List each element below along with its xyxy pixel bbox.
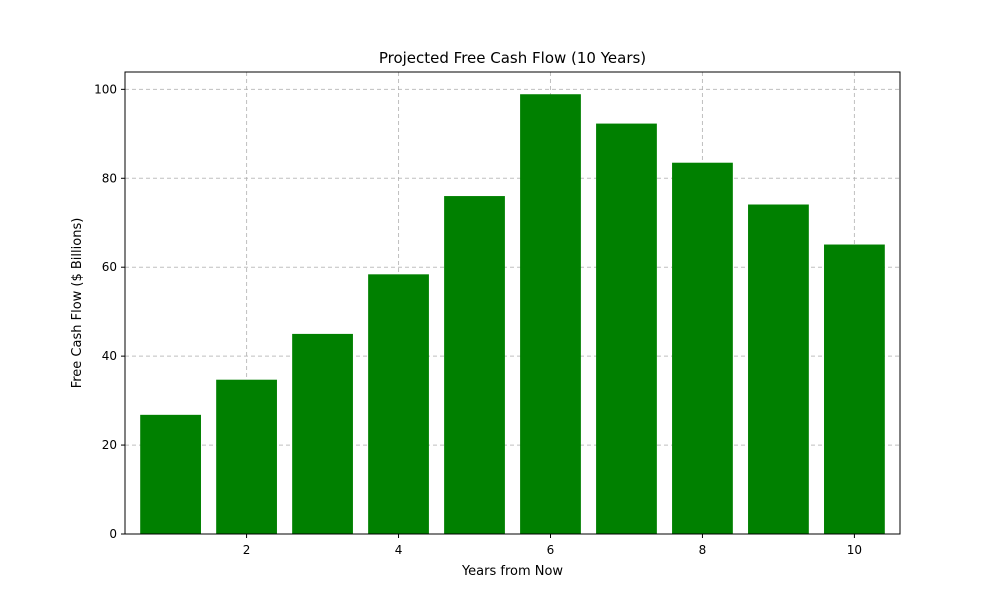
y-tick-label: 80: [102, 171, 117, 185]
y-tick-label: 100: [94, 82, 117, 96]
y-axis-label: Free Cash Flow ($ Billions): [70, 218, 85, 389]
bar: [368, 274, 429, 534]
chart-title: Projected Free Cash Flow (10 Years): [379, 49, 646, 67]
plot-frame: [124, 71, 901, 535]
x-tick-label: 10: [847, 543, 862, 557]
bar: [824, 244, 885, 534]
bar: [748, 204, 809, 534]
x-tick-label: 8: [699, 543, 707, 557]
bar: [292, 333, 353, 534]
y-tick-label: 60: [102, 260, 117, 274]
x-tick-label: 6: [547, 543, 555, 557]
x-tick-label: 2: [243, 543, 251, 557]
y-tick-label: 20: [102, 438, 117, 452]
x-tick-label: 4: [395, 543, 403, 557]
y-tick-label: 0: [109, 527, 117, 541]
bar: [520, 94, 581, 535]
bars: [140, 94, 885, 535]
bar: [596, 123, 657, 534]
bar: [216, 379, 277, 534]
bar: [444, 196, 505, 534]
bar: [140, 414, 201, 534]
x-axis-label: Years from Now: [461, 564, 563, 579]
y-tick-label: 40: [102, 349, 117, 363]
bar: [672, 162, 733, 534]
